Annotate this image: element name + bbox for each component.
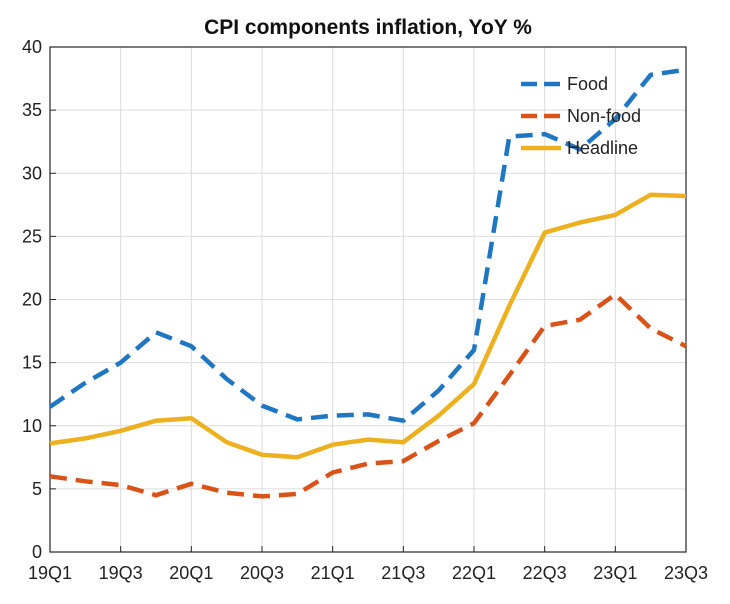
x-tick-label: 19Q1 — [28, 563, 72, 583]
legend-label: Food — [567, 74, 608, 94]
series-line-non-food — [49, 292, 688, 499]
legend-label: Non-food — [567, 106, 641, 126]
x-tick-label: 19Q3 — [99, 563, 143, 583]
y-tick-label: 30 — [22, 163, 42, 183]
y-tick-label: 35 — [22, 100, 42, 120]
legend: Food Non-food Headline — [521, 74, 641, 158]
x-tick-label: 22Q3 — [523, 563, 567, 583]
y-tick-label: 10 — [22, 416, 42, 436]
x-tick-label: 22Q1 — [452, 563, 496, 583]
x-tick-label: 21Q3 — [381, 563, 425, 583]
y-tick-label: 0 — [32, 542, 42, 562]
series-line-food — [48, 67, 687, 423]
chart-title: CPI components inflation, YoY % — [204, 16, 532, 39]
x-tick-label: 20Q1 — [169, 563, 213, 583]
y-tick-label: 5 — [32, 479, 42, 499]
x-tick-label: 21Q1 — [311, 563, 355, 583]
series-line-headline — [49, 192, 687, 460]
legend-label: Headline — [567, 138, 638, 158]
y-tick-label: 40 — [22, 37, 42, 57]
x-tick-label: 23Q3 — [664, 563, 708, 583]
y-tick-label: 25 — [22, 226, 42, 246]
y-tick-label: 15 — [22, 353, 42, 373]
x-tick-label: 20Q3 — [240, 563, 284, 583]
plot-area-border — [49, 46, 687, 553]
y-tick-label: 20 — [22, 290, 42, 310]
grid — [49, 46, 687, 553]
axes: 0 5 10 15 20 25 30 35 40 19Q1 19Q3 20Q1 20Q3 21Q1 21Q3… — [22, 37, 708, 583]
x-tick-label: 23Q1 — [593, 563, 637, 583]
series-lines — [48, 67, 688, 499]
